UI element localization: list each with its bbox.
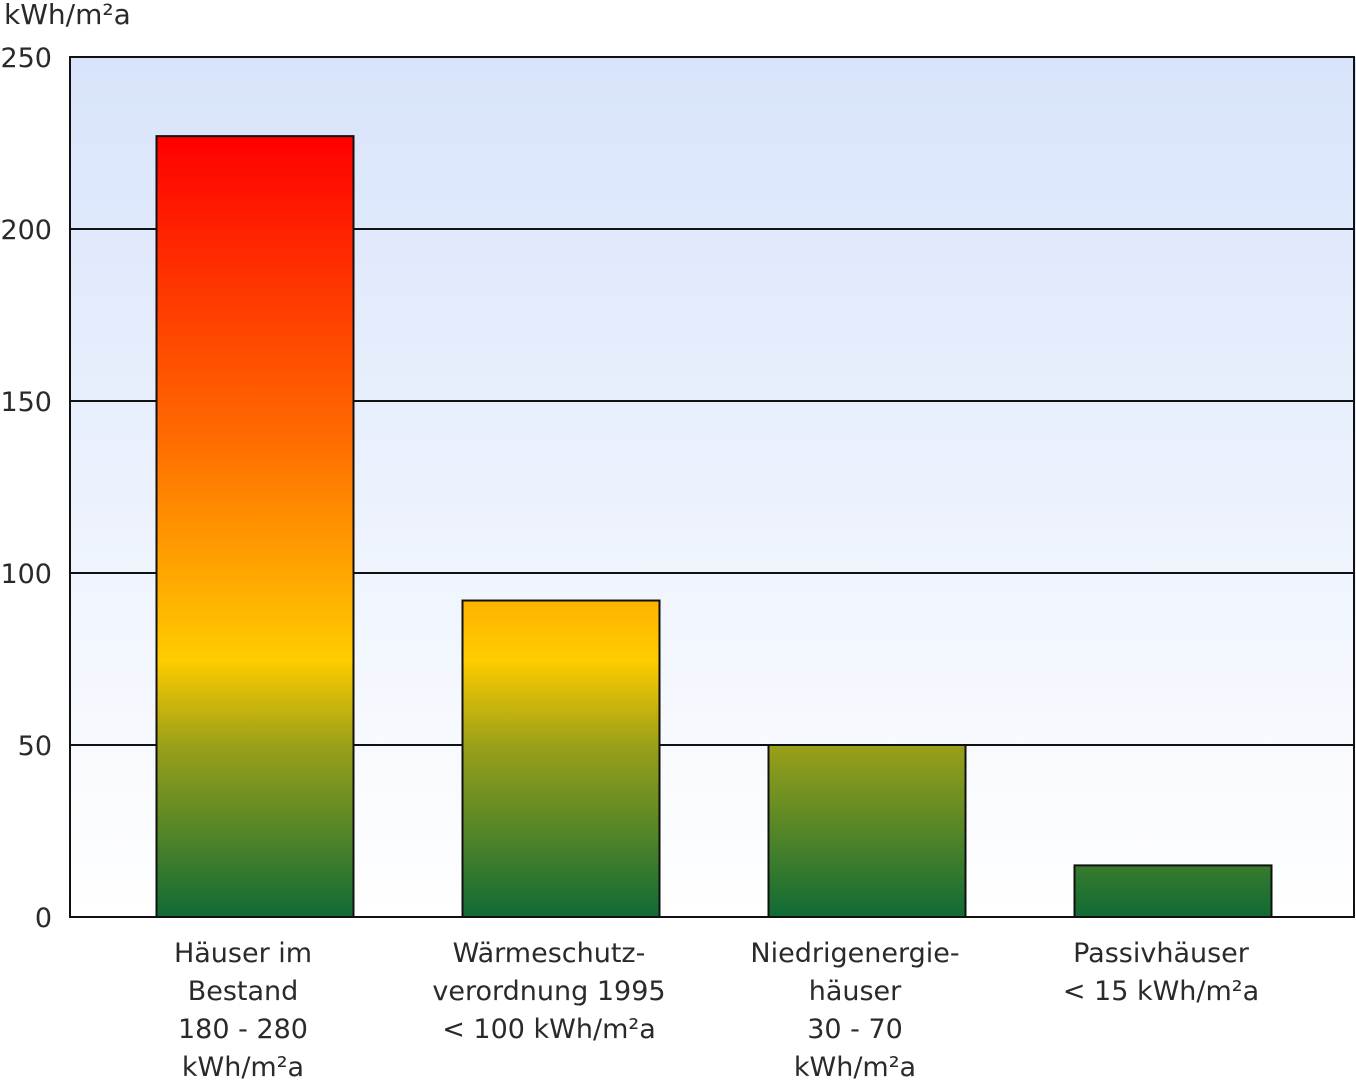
- x-tick-label-line: verordnung 1995: [432, 976, 665, 1007]
- x-tick-labels: Häuser im Bestand 180 - 280 kWh/m²a Wärmesch…: [174, 938, 1259, 1080]
- x-tick-label-line: Passivhäuser: [1073, 938, 1250, 969]
- plot-frame: [69, 56, 1355, 918]
- bar: [1073, 864, 1273, 919]
- bar: [155, 135, 355, 918]
- x-tick-label-line: < 100 kWh/m²a: [442, 1014, 656, 1045]
- y-tick-label: 50: [18, 731, 52, 762]
- x-tick-label-line: häuser: [809, 976, 902, 1007]
- y-tick-label: 150: [0, 387, 52, 418]
- x-tick-label-line: Niedrigenergie-: [750, 938, 959, 969]
- bar: [767, 744, 967, 918]
- y-tick-label: 0: [35, 903, 52, 934]
- x-tick-label-line: Wärmeschutz-: [453, 938, 646, 969]
- x-tick-label-line: 180 - 280: [178, 1014, 308, 1045]
- x-tick-label-line: Bestand: [188, 976, 299, 1007]
- bar: [461, 599, 661, 919]
- x-tick-label: Wärmeschutz-verordnung 1995 < 100 kWh/m²a: [432, 938, 665, 1045]
- x-tick-label-line: 30 - 70: [807, 1014, 903, 1045]
- y-axis-label: kWh/m²a: [4, 0, 131, 31]
- y-tick-labels: 0 50 100 150 200 250: [0, 43, 52, 934]
- y-tick-label: 250: [0, 43, 52, 74]
- y-tick-label: 200: [0, 215, 52, 246]
- y-tick-label: 100: [0, 559, 52, 590]
- x-tick-label: Passivhäuser < 15 kWh/m²a: [1063, 938, 1259, 1007]
- x-tick-label-line: Häuser im: [174, 938, 312, 969]
- x-tick-label: Häuser im Bestand 180 - 280 kWh/m²a: [174, 938, 312, 1080]
- x-tick-label-line: kWh/m²a: [182, 1052, 304, 1080]
- x-tick-label-line: kWh/m²a: [794, 1052, 916, 1080]
- x-tick-label-line: < 15 kWh/m²a: [1063, 976, 1259, 1007]
- bars: [155, 135, 1273, 919]
- x-tick-label: Niedrigenergie-häuser 30 - 70 kWh/m²a: [750, 938, 959, 1080]
